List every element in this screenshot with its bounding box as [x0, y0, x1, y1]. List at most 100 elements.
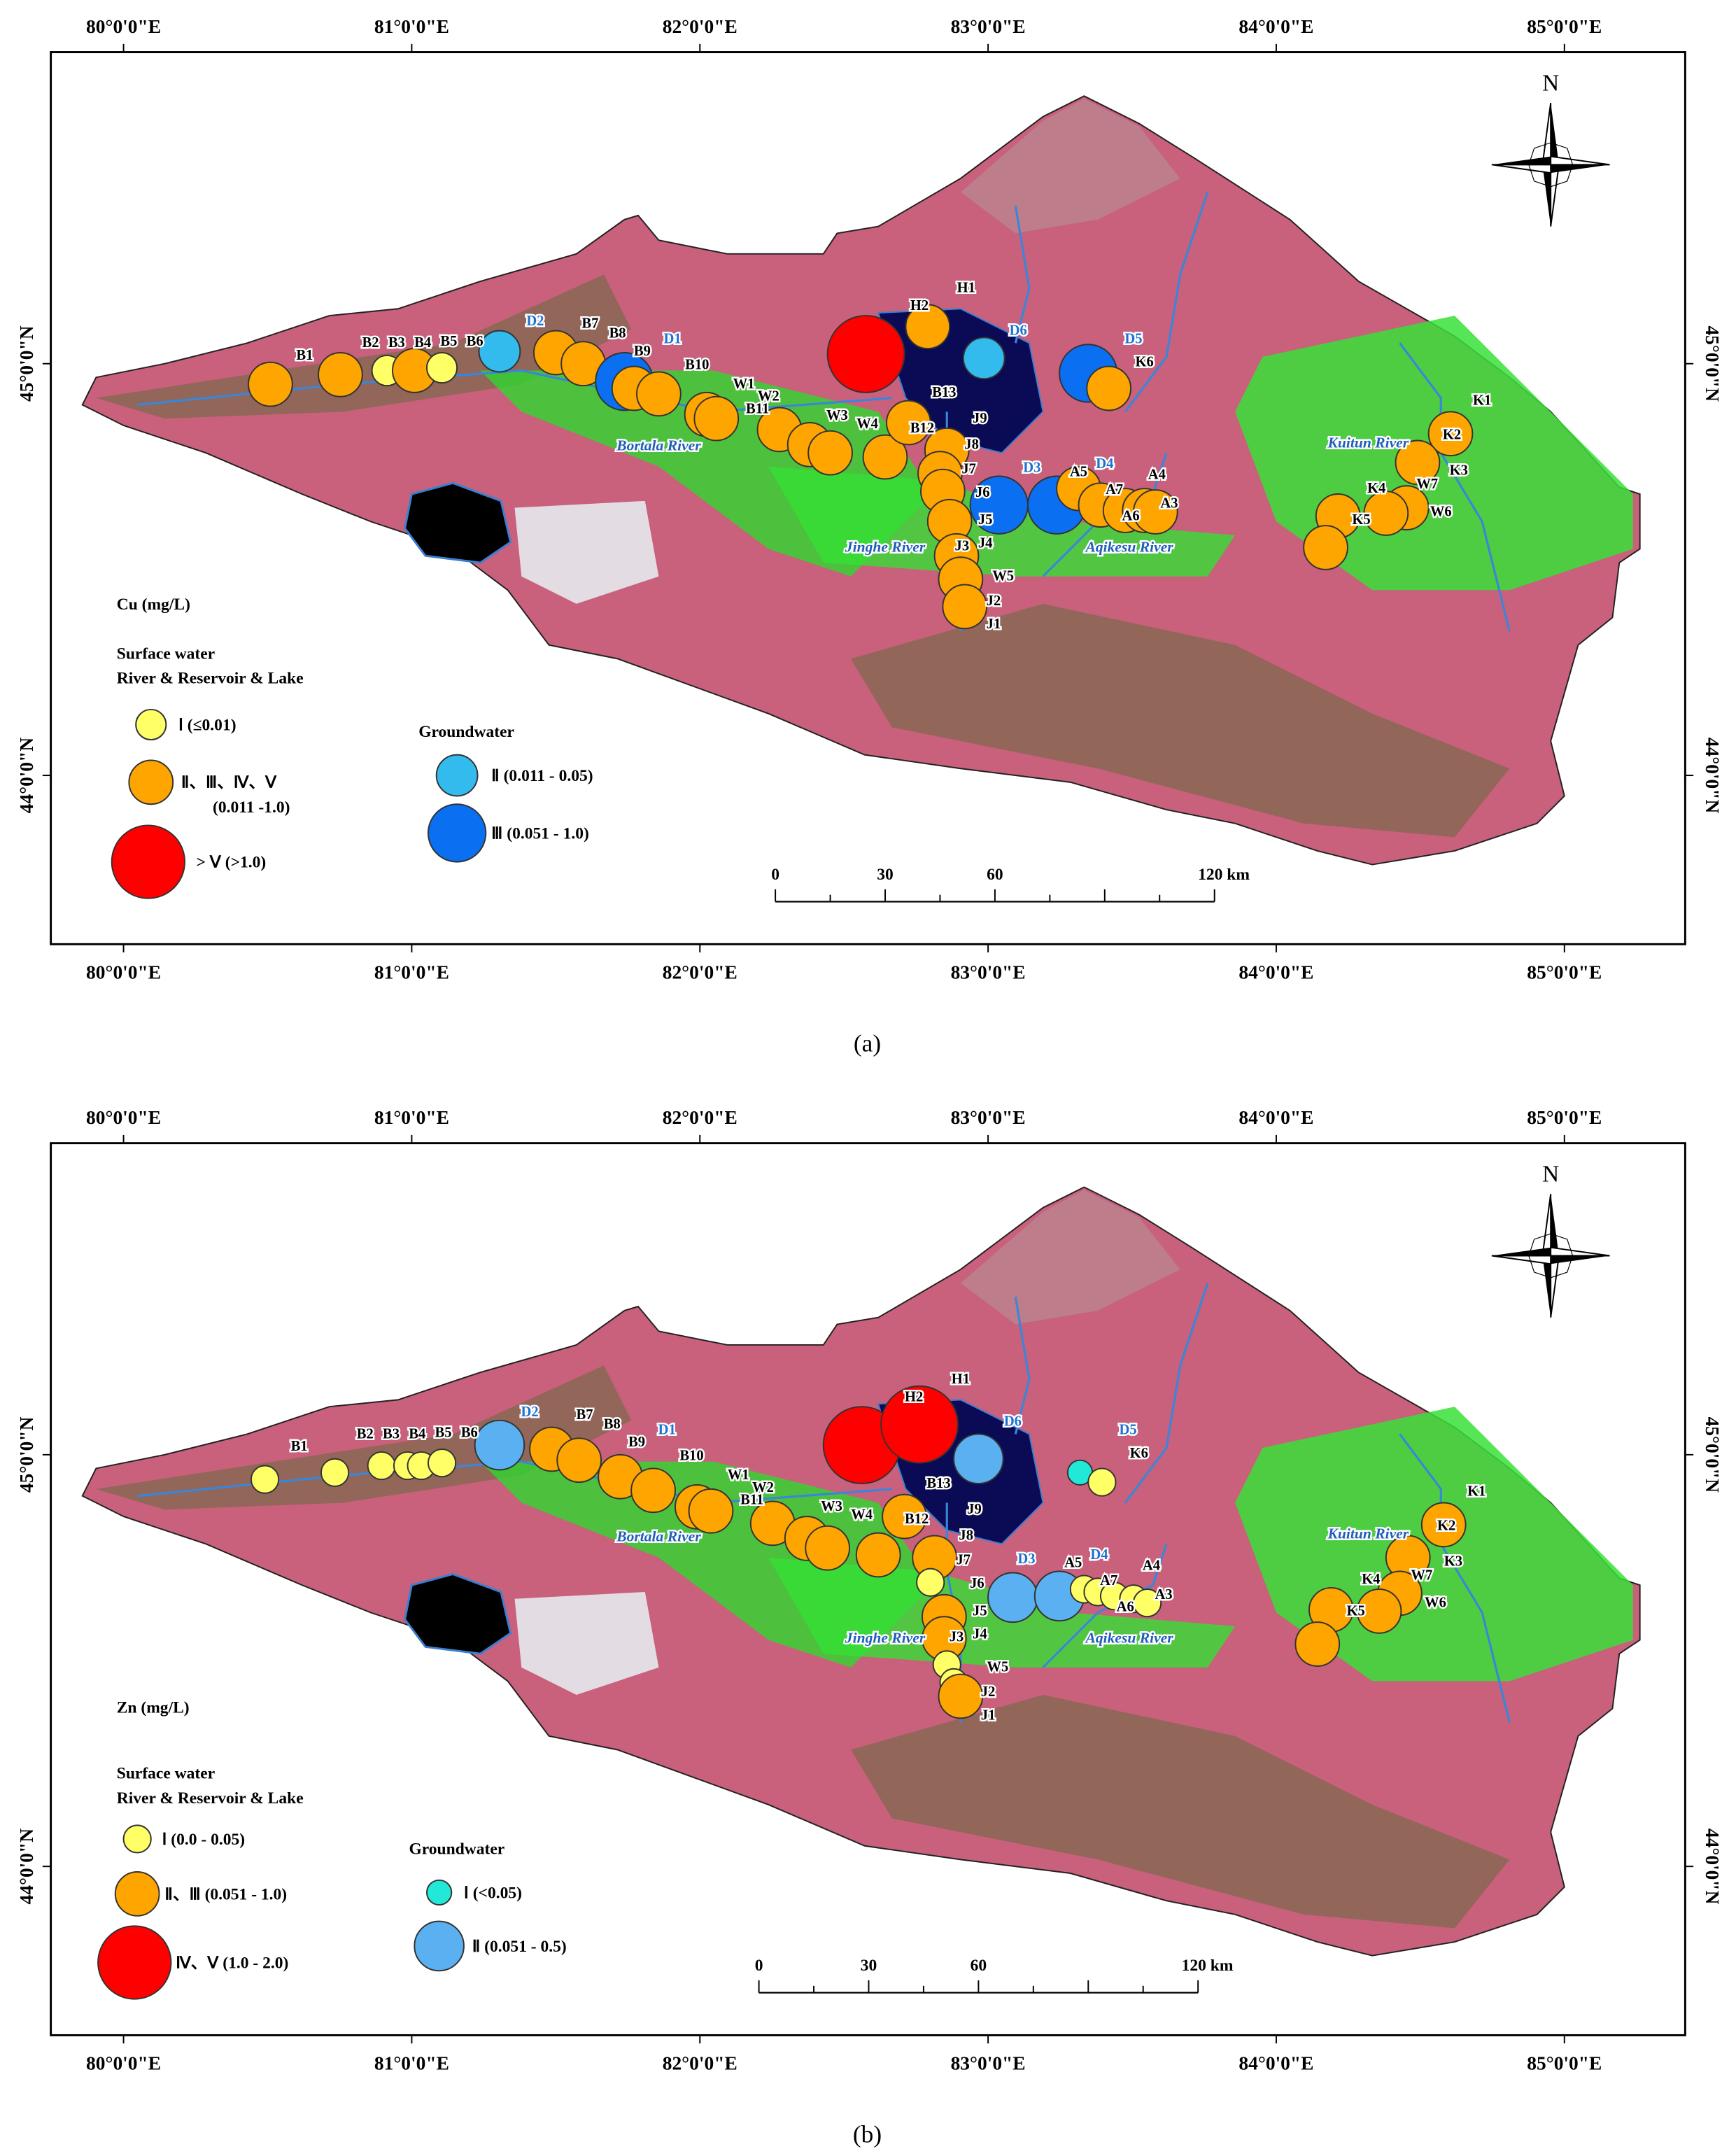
north-arrow — [1491, 156, 1551, 165]
river-name: Jinghe River — [845, 1630, 926, 1647]
site-label: W4 — [856, 416, 878, 432]
site-label: J2 — [981, 1684, 996, 1700]
site-label: K2 — [1437, 1519, 1455, 1534]
site-label: D6 — [1004, 1414, 1022, 1430]
river-name: Bortala River — [616, 1528, 701, 1544]
site-label: J4 — [978, 536, 993, 551]
site-label: B1 — [296, 348, 313, 363]
sampling-site — [1427, 411, 1474, 457]
site-label: J4 — [973, 1627, 987, 1642]
north-arrow — [1551, 164, 1610, 174]
legend-symbol — [135, 708, 167, 741]
legend-label: Ⅱ (0.051 - 0.5) — [472, 1938, 567, 1956]
legend-heading: Surface water — [117, 1765, 215, 1783]
site-label: B12 — [905, 1512, 929, 1527]
legend-symbol — [122, 1824, 152, 1854]
bottom-coordinate: 80°0'0"E — [86, 2052, 161, 2073]
site-label: K1 — [1473, 393, 1491, 409]
site-label: W5 — [987, 1660, 1008, 1675]
north-arrow — [1550, 155, 1610, 166]
sampling-site — [826, 315, 905, 393]
site-label: J7 — [957, 1553, 971, 1568]
river-name: Aqikesu River — [1085, 1630, 1174, 1647]
sampling-site — [807, 430, 853, 476]
site-label: J5 — [978, 512, 993, 528]
sampling-site — [478, 330, 521, 373]
bottom-coordinate: 82°0'0"E — [663, 2052, 738, 2073]
snow — [514, 500, 659, 604]
top-coordinate: 80°0'0"E — [86, 16, 161, 37]
site-label: D1 — [658, 1422, 676, 1437]
bottom-coordinate: 82°0'0"E — [663, 961, 738, 982]
legend-label: Ⅱ、Ⅲ、Ⅳ、Ⅴ — [181, 774, 277, 792]
site-label: W7 — [1411, 1567, 1432, 1583]
site-label: J9 — [967, 1502, 982, 1517]
legend-symbol — [427, 803, 487, 863]
river — [1124, 1283, 1209, 1504]
site-label: B12 — [910, 421, 934, 436]
sampling-site — [885, 400, 931, 446]
site-label: K6 — [1136, 355, 1154, 370]
site-label: B10 — [685, 358, 709, 373]
site-label: B3 — [388, 335, 405, 351]
legend-symbol — [414, 1920, 465, 1972]
sampling-site — [1294, 1621, 1341, 1667]
site-label: D1 — [663, 331, 681, 346]
site-label: W3 — [821, 1499, 842, 1514]
left-coordinate: 44°0'0"N — [16, 1829, 37, 1905]
site-label: A6 — [1122, 508, 1139, 523]
legend-label: Ⅲ (0.051 - 1.0) — [491, 824, 589, 843]
site-label: B2 — [362, 335, 379, 351]
sampling-site — [938, 1673, 984, 1719]
site-label: B5 — [440, 334, 457, 349]
site-label: J1 — [987, 616, 1001, 632]
top-coordinate: 85°0'0"E — [1527, 16, 1602, 37]
sampling-site — [474, 1419, 525, 1471]
site-label: B2 — [357, 1426, 374, 1442]
site-label: B5 — [435, 1425, 452, 1440]
sampling-site — [862, 434, 908, 480]
scale-label: 120 km — [1198, 866, 1250, 884]
legend-symbol — [128, 759, 174, 805]
site-label: J1 — [981, 1707, 996, 1723]
right-coordinate: 44°0'0"N — [1702, 738, 1723, 814]
site-label: D2 — [521, 1404, 538, 1420]
north-arrow — [1528, 142, 1574, 188]
site-label: K2 — [1443, 428, 1461, 443]
sampling-site — [320, 1458, 350, 1487]
scale-label: 30 — [877, 866, 894, 884]
site-label: W3 — [826, 408, 848, 423]
scale-label: 60 — [971, 1957, 987, 1975]
top-coordinate: 81°0'0"E — [374, 16, 449, 37]
sampling-site — [1133, 1588, 1162, 1618]
left-coordinate: 44°0'0"N — [16, 738, 37, 814]
site-label: K5 — [1347, 1603, 1365, 1619]
top-coordinate: 84°0'0"E — [1239, 16, 1313, 37]
site-label: B7 — [577, 1407, 593, 1423]
site-label: B7 — [581, 316, 598, 332]
sampling-site — [1087, 1467, 1117, 1497]
site-label: W6 — [1430, 504, 1452, 519]
legend-label: Ⅳ、Ⅴ (1.0 - 2.0) — [176, 1954, 288, 1972]
scale-label: 30 — [861, 1957, 877, 1975]
site-label: W4 — [851, 1507, 873, 1523]
bottom-coordinate: 83°0'0"E — [951, 2052, 1026, 2073]
site-label: D2 — [526, 313, 544, 329]
legend-symbol — [111, 824, 186, 899]
site-label: K3 — [1444, 1554, 1462, 1570]
bottom-coordinate: 81°0'0"E — [374, 2052, 449, 2073]
site-label: W1 — [728, 1467, 749, 1483]
sampling-site — [962, 337, 1005, 380]
legend-title: Cu (mg/L) — [117, 596, 190, 614]
legend-symbol — [114, 1871, 160, 1917]
sampling-site — [367, 1451, 396, 1481]
legend-symbol — [435, 754, 479, 797]
legend-label: (0.011 -1.0) — [213, 798, 290, 817]
site-label: H1 — [957, 281, 975, 296]
legend-label: Ⅰ (0.0 - 0.05) — [162, 1831, 245, 1849]
site-label: J8 — [964, 437, 979, 452]
legend-heading: Groundwater — [418, 723, 514, 741]
site-label: D6 — [1010, 323, 1027, 339]
sampling-site — [805, 1525, 851, 1571]
